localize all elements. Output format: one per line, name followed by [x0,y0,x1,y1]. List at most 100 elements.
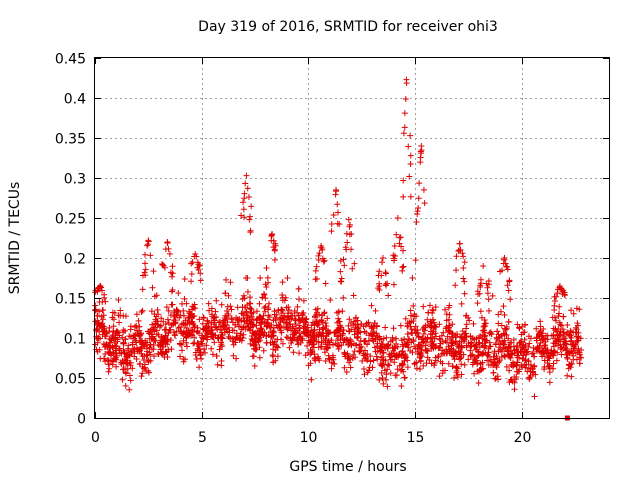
data-point [394,215,401,221]
data-point [280,340,287,347]
data-point [361,371,368,378]
data-point [106,349,113,356]
data-point [102,333,109,340]
data-point [236,323,243,330]
data-point [126,386,133,393]
data-point [204,317,211,324]
data-point [371,344,378,351]
data-point [196,316,203,323]
data-point [150,268,157,275]
data-point [430,340,437,347]
data-point [199,334,206,341]
data-point [474,360,481,367]
data-point [158,349,165,356]
data-point [448,345,455,352]
data-point [411,360,418,367]
data-point [489,292,496,299]
data-point [173,328,180,335]
data-point [269,231,276,237]
data-point [471,370,478,377]
data-point [270,328,277,335]
data-point [240,331,247,338]
data-point [284,275,291,281]
data-point [404,320,411,327]
data-point [401,336,408,343]
data-point [401,110,408,117]
data-point [295,341,302,348]
data-point [328,359,335,366]
data-point [404,364,411,371]
data-point [429,338,436,345]
data-point [551,297,558,304]
data-point [338,278,345,285]
data-point [164,239,171,245]
data-point [578,354,585,361]
data-point [373,353,380,360]
data-point [227,303,234,310]
data-point [370,328,377,335]
data-point [380,380,387,387]
data-point [401,357,408,364]
data-point [340,256,347,263]
data-point [172,319,179,326]
data-point [128,348,135,355]
data-point [563,341,570,348]
data-point [453,267,460,274]
data-point [535,344,542,351]
data-point [516,339,523,346]
data-point [432,330,439,337]
data-point [340,294,347,301]
data-point [318,317,325,324]
data-point [296,350,303,357]
data-point [364,341,371,348]
data-point [511,347,518,354]
data-point [253,317,260,324]
data-point [275,321,282,328]
data-point [480,327,487,334]
data-point [262,303,269,310]
data-point [353,342,360,349]
data-point [119,376,126,383]
data-point [424,316,431,323]
data-point [278,306,285,313]
data-point [291,307,298,314]
data-point [374,356,381,363]
data-point [310,329,317,336]
x-tick-labels: 0 5 10 15 20 [91,430,531,446]
data-point [360,366,367,373]
data-point [177,312,184,319]
data-point [422,324,429,331]
data-point [137,347,144,354]
data-point [568,373,575,380]
data-point [503,331,510,338]
data-point [201,346,208,353]
data-point [501,353,508,360]
data-point [312,306,319,313]
data-point [297,318,304,325]
data-point [199,320,206,327]
data-point [500,303,507,310]
data-point [504,266,511,273]
data-point [421,200,428,207]
data-point [312,267,319,274]
data-point [503,263,510,270]
data-point [303,330,310,337]
data-point [383,371,390,378]
data-point [241,214,248,221]
data-point [326,355,333,362]
data-point [525,365,532,372]
data-point [461,278,468,285]
data-point [530,345,537,352]
data-point [370,357,377,364]
data-point [479,351,486,358]
data-point [273,341,280,348]
data-point [544,332,551,339]
data-point [196,349,203,356]
data-point [260,347,267,354]
data-point [325,330,332,337]
data-point [102,298,109,305]
data-point [212,332,219,339]
data-point [165,307,172,314]
data-point [228,306,235,313]
data-point [378,272,385,279]
